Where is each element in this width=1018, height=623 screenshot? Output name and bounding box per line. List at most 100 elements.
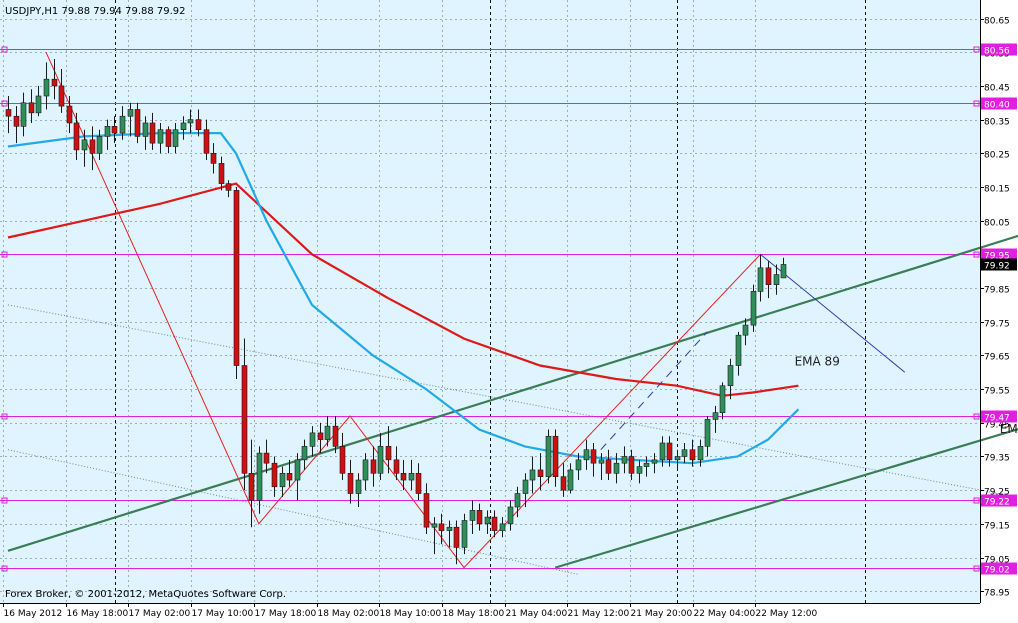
candle-body (286, 473, 293, 481)
level-anchor-right (973, 413, 980, 420)
candle-body (362, 459, 369, 481)
level-anchor-right (973, 565, 980, 572)
candle-body (621, 456, 628, 464)
price-tick-label: 79.85 (984, 286, 1010, 296)
candle-body (96, 136, 103, 154)
candle-body (13, 115, 20, 127)
candle-body (119, 115, 126, 134)
candle-body (104, 126, 111, 137)
candle-body (20, 102, 27, 127)
level-price-tag (981, 410, 1017, 423)
candle-body (263, 452, 270, 464)
time-tick-label: 18 May 10:00 (380, 609, 442, 619)
candle-body (750, 291, 757, 326)
level-price-label: 80.40 (984, 101, 1010, 111)
candle-body (575, 459, 582, 471)
candle-body (377, 446, 384, 474)
candle-body (491, 516, 498, 531)
candle-body (81, 139, 88, 151)
time-tick-label: 22 May 04:00 (694, 609, 756, 619)
candle-body (757, 267, 764, 292)
time-tick-label: 21 May 12:00 (568, 609, 630, 619)
candle-body (218, 163, 225, 184)
level-price-tag (981, 562, 1017, 575)
candle-body (545, 435, 552, 477)
level-anchor-left (1, 100, 8, 107)
level-price-label: 80.56 (984, 47, 1010, 57)
price-tick-label: 80.65 (984, 17, 1010, 27)
candle-body (712, 412, 719, 420)
candle-body (203, 129, 210, 154)
candle-body (279, 473, 286, 488)
candle-body (765, 267, 772, 285)
candle-body (529, 469, 536, 481)
candle-body (256, 452, 263, 501)
candle-body (225, 183, 232, 191)
candle-body (355, 479, 362, 494)
candle-body (507, 506, 514, 525)
candle-body (697, 446, 704, 461)
price-tick-label: 80.25 (984, 151, 1010, 161)
level-anchor-right (973, 251, 980, 258)
candle-body (35, 95, 42, 114)
candle-body (210, 152, 217, 164)
price-tick-label: 78.95 (984, 589, 1010, 599)
candle-body (165, 129, 172, 147)
level-price-label: 79.95 (984, 252, 1010, 262)
ema-34-line (7, 132, 800, 465)
candle-body (51, 78, 58, 87)
candle-body (149, 122, 156, 144)
price-tick-label: 79.25 (984, 488, 1010, 498)
time-tick-label: 17 May 02:00 (129, 609, 191, 619)
candle-body (514, 493, 521, 508)
candle-body (347, 473, 354, 494)
candle-body (476, 510, 483, 525)
level-anchor-left (1, 251, 8, 258)
copyright-text: Forex Broker, © 2001-2012, MetaQuotes So… (5, 589, 286, 600)
current-price-label: 79.92 (984, 262, 1010, 272)
level-anchor-right (973, 46, 980, 53)
candle-body (127, 109, 134, 117)
level-anchor-left (1, 565, 8, 572)
level-price-tag (981, 43, 1017, 56)
candle-body (180, 122, 187, 130)
channel-lower-line (554, 428, 1018, 569)
price-tick-label: 80.45 (984, 84, 1010, 94)
time-tick-label: 16 May 18:00 (67, 609, 129, 619)
candle-body (28, 102, 35, 114)
time-tick-label: 16 May 2012 (4, 609, 63, 619)
level-anchor-right (973, 100, 980, 107)
candle-body (385, 446, 392, 461)
current-price-tag (981, 258, 1017, 271)
channel-upper-line (7, 234, 1018, 552)
price-tick-label: 79.75 (984, 320, 1010, 330)
price-tick-label: 79.15 (984, 522, 1010, 532)
candle-body (5, 109, 12, 117)
dashed-projection-line (600, 331, 708, 451)
candle-body (415, 473, 422, 494)
time-tick-label: 17 May 18:00 (255, 609, 317, 619)
candle-body (423, 493, 430, 528)
candle-body (567, 469, 574, 491)
axis-labels: 80.6580.5580.4580.3580.2580.1580.0579.95… (3, 17, 1017, 619)
level-price-label: 79.02 (984, 566, 1010, 576)
candle-body (309, 432, 316, 447)
candle-body (689, 449, 696, 461)
candle-body (636, 466, 643, 474)
candle-body (735, 334, 742, 366)
candle-body (195, 119, 202, 130)
zigzag-line (45, 51, 761, 569)
candle-body (742, 324, 749, 336)
candle-body (43, 78, 50, 97)
level-price-tag (981, 494, 1017, 507)
time-tick-label: 22 May 12:00 (756, 609, 818, 619)
candle-body (666, 442, 673, 461)
candle-body (552, 435, 559, 477)
level-anchor-left (1, 46, 8, 53)
candle-body (438, 523, 445, 531)
dotted-trend-line (7, 449, 579, 575)
price-tick-label: 79.65 (984, 353, 1010, 363)
candle-body (142, 122, 149, 137)
